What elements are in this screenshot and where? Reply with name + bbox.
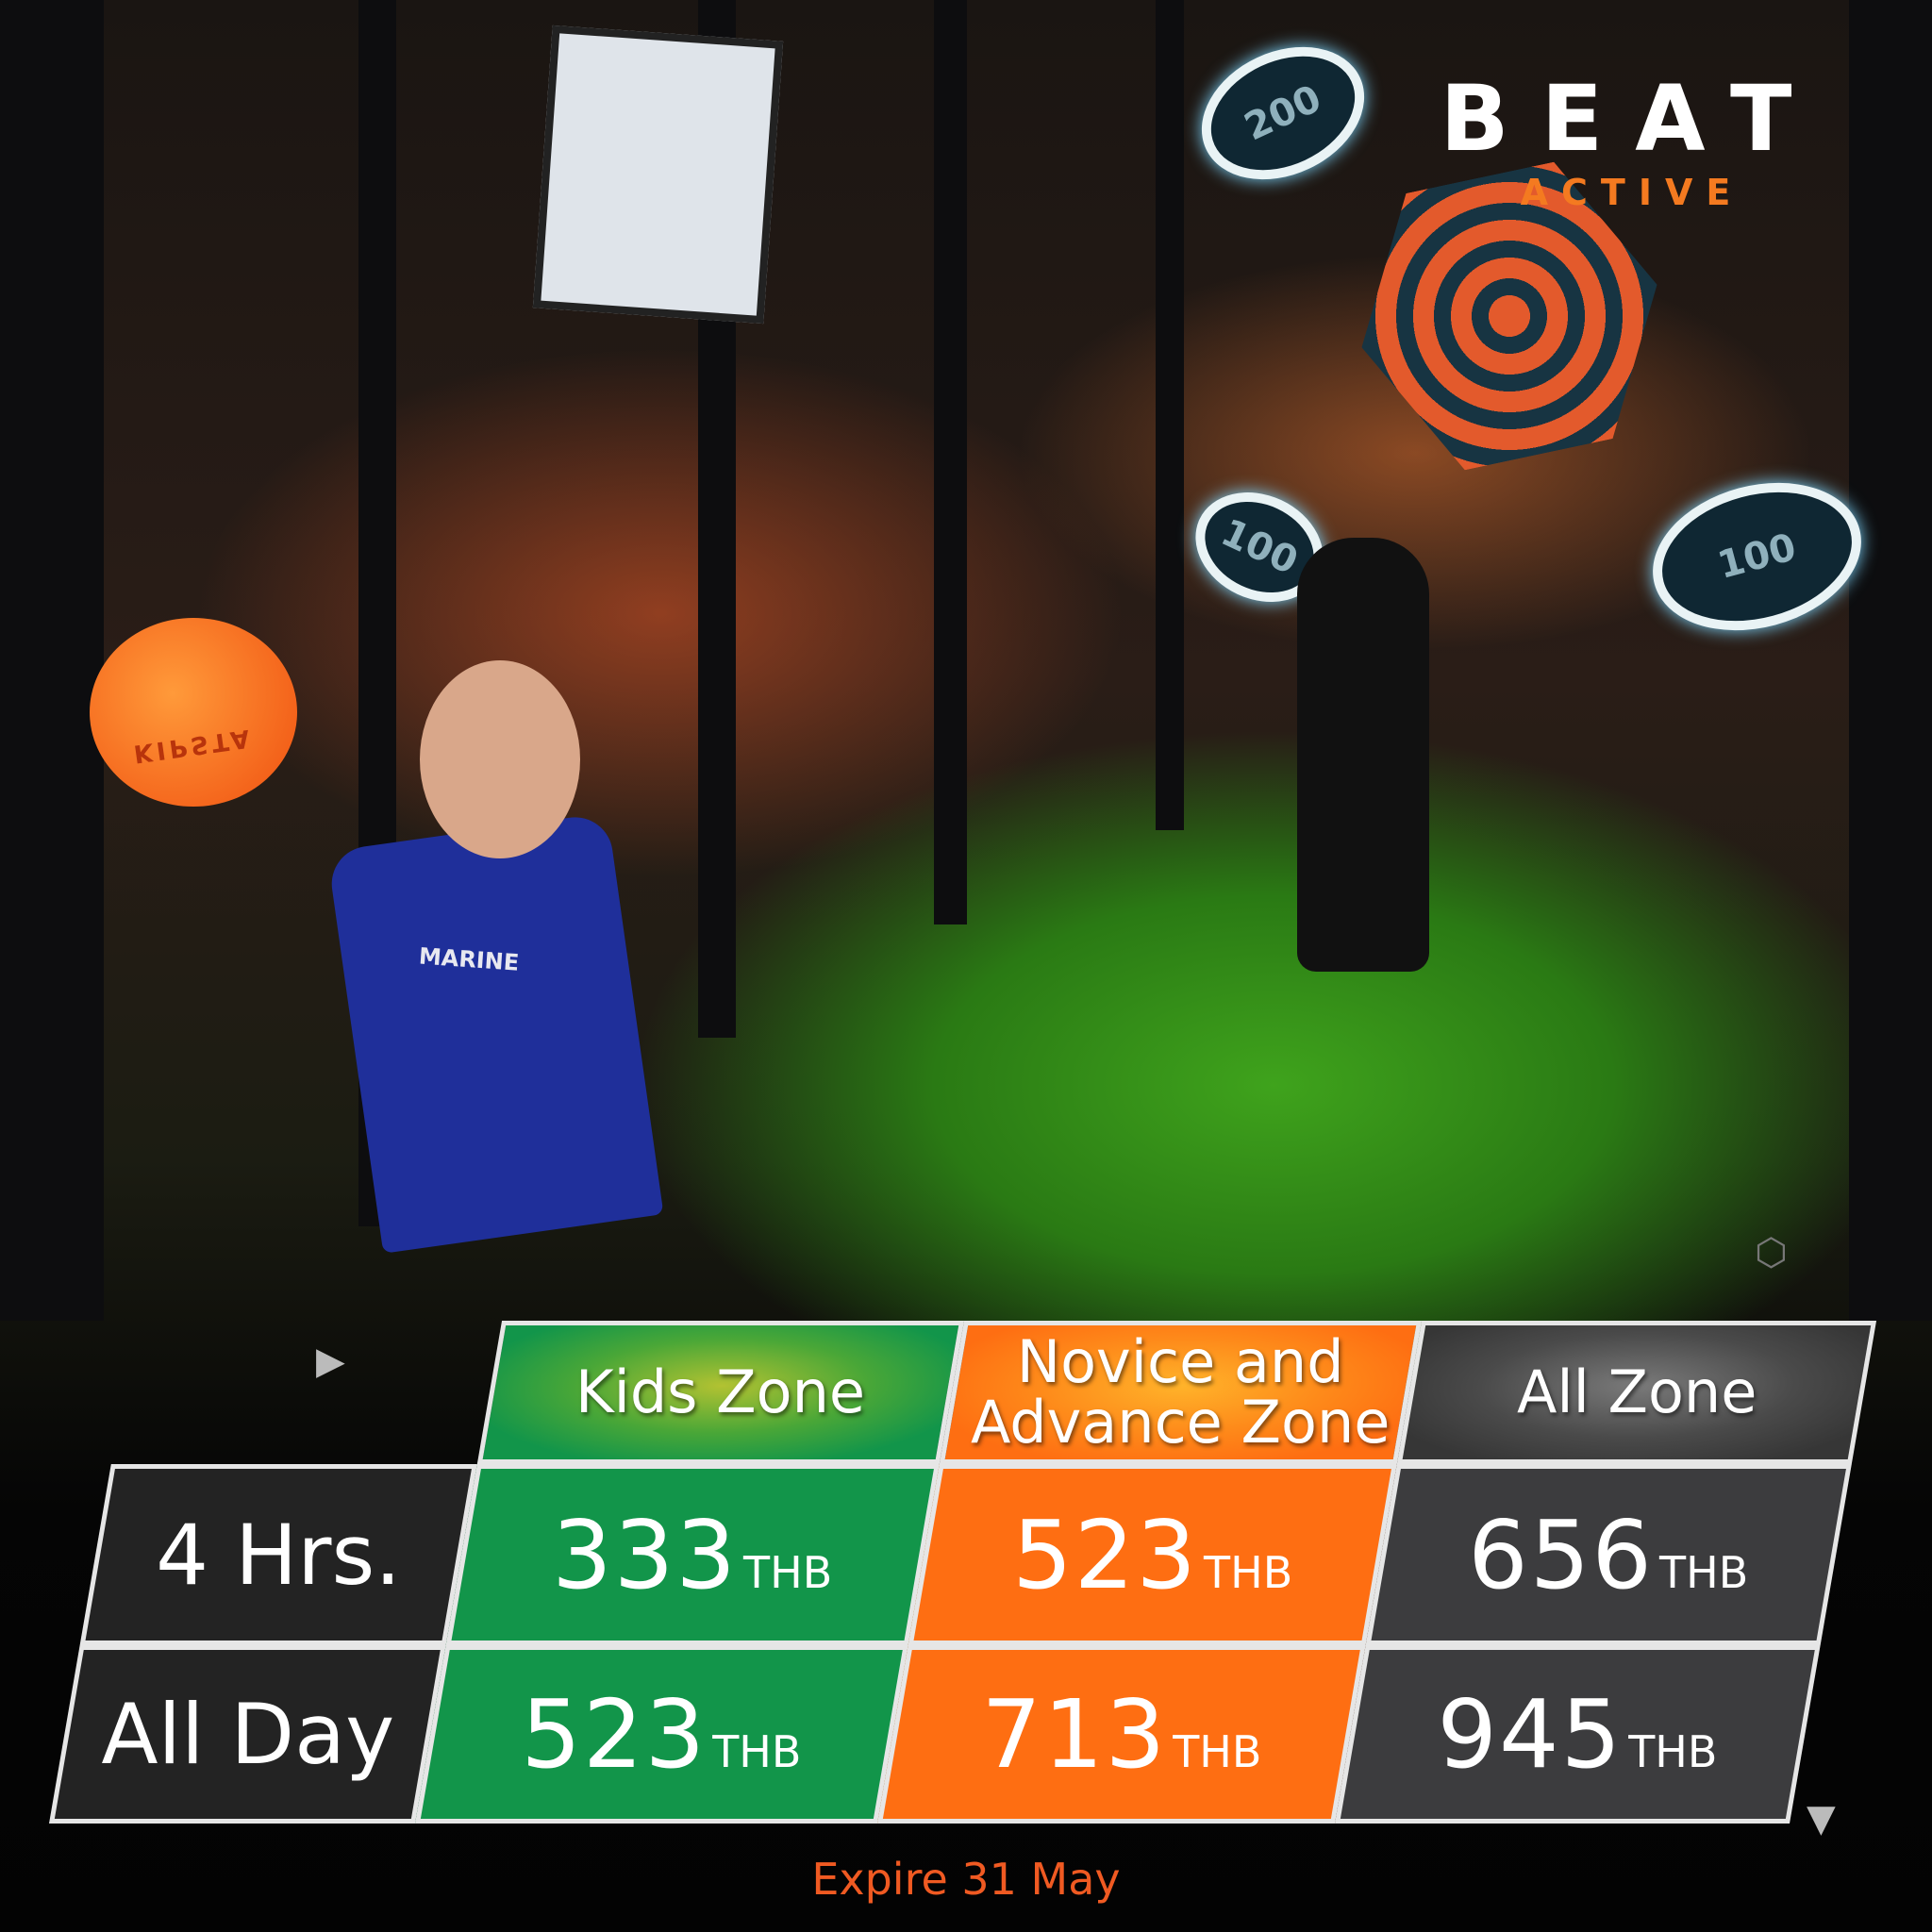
screen: [532, 25, 784, 325]
pricing-table: Kids Zone Novice and Advance Zone All Zon…: [49, 1321, 1877, 1824]
logo-tagline: ACTIVE: [1520, 172, 1744, 213]
man-figure: [1297, 538, 1429, 972]
price-allday-all: 945 THB: [1335, 1645, 1821, 1824]
price-4hrs-kids: 333 THB: [445, 1464, 940, 1645]
girl-figure: MARINE: [326, 812, 664, 1254]
cage-pillar: [1849, 0, 1932, 1321]
price-allday-kids: 523 THB: [415, 1645, 908, 1824]
logo-wordmark: BEAT: [1440, 66, 1824, 172]
beat-active-logo: BEAT ACTIVE: [1406, 74, 1858, 213]
triangle-icon: ▶: [316, 1340, 345, 1383]
row-label-all-day: All Day: [49, 1645, 446, 1824]
row-label-4hrs: 4 Hrs.: [79, 1464, 477, 1645]
header-all-zone: All Zone: [1396, 1321, 1877, 1464]
header-kids-zone: Kids Zone: [476, 1321, 965, 1464]
cage-pillar: [934, 0, 967, 924]
price-allday-novice: 713 THB: [877, 1645, 1366, 1824]
triangle-down-icon: ▼: [1807, 1797, 1836, 1840]
cage-pillar: [1156, 0, 1184, 830]
girl-head: [420, 660, 580, 858]
ball-brand-text: KIPSTA: [131, 723, 256, 768]
cage-pillar: [0, 0, 104, 1321]
expire-date: Expire 31 May: [811, 1854, 1121, 1905]
shirt-text: MARINE: [418, 942, 521, 976]
price-4hrs-all: 656 THB: [1365, 1464, 1852, 1645]
hexagon-icon: ⬡: [1755, 1231, 1788, 1274]
target-100: 100: [1636, 460, 1878, 653]
header-novice-advance-zone: Novice and Advance Zone: [939, 1321, 1423, 1464]
ball: KIPSTA: [90, 618, 297, 807]
target-200: 200: [1179, 22, 1387, 205]
price-4hrs-novice: 523 THB: [908, 1464, 1397, 1645]
